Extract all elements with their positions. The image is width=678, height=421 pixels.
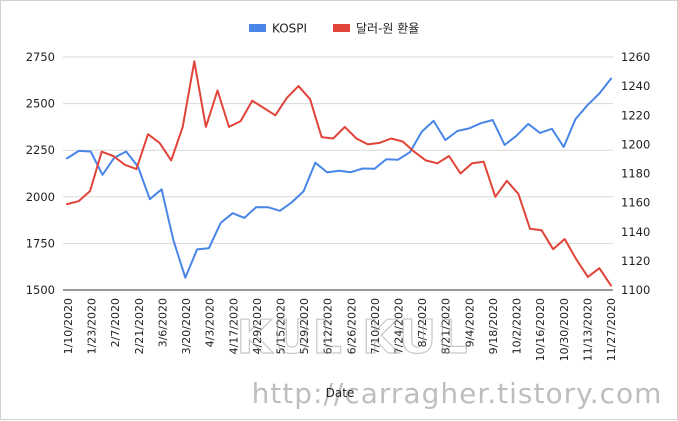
- right-tick-label: 1180: [621, 167, 650, 181]
- right-axis: 1100 1120 1140 1160 1180 1200 1220 1240 1260: [621, 50, 650, 297]
- x-tick-label: 10/30/2020: [558, 298, 571, 361]
- legend-label-kospi: KOSPI: [272, 22, 307, 36]
- legend-swatch-usdkrw: [333, 24, 350, 32]
- watermark-text: KUL KUL: [236, 310, 469, 364]
- left-tick-label: 2500: [26, 97, 55, 111]
- x-tick-label: 2/7/2020: [109, 298, 122, 347]
- legend-swatch-kospi: [249, 24, 266, 32]
- left-tick-label: 2250: [26, 143, 55, 157]
- left-tick-label: 2000: [26, 190, 55, 204]
- x-tick-label: 8/7/2020: [416, 298, 429, 347]
- x-tick-label: 10/2/2020: [511, 298, 524, 354]
- x-tick-label: 6/26/2020: [345, 298, 358, 354]
- x-tick-label: 3/6/2020: [156, 298, 169, 347]
- series-line-kospi: [66, 77, 612, 279]
- x-tick-label: 7/10/2020: [369, 298, 382, 354]
- left-axis: 1500 1750 2000 2250 2500 2750: [26, 50, 55, 297]
- series-lines: [66, 60, 612, 287]
- x-tick-label: 7/24/2020: [393, 298, 406, 354]
- x-tick-label: 11/13/2020: [581, 298, 594, 361]
- x-tick-label: 5/29/2020: [298, 298, 311, 354]
- x-tick-label: 8/21/2020: [440, 298, 453, 354]
- x-tick-label: 11/27/2020: [605, 298, 618, 361]
- series-line-usdkrw: [66, 60, 612, 287]
- right-tick-label: 1220: [621, 108, 650, 122]
- watermark: KUL KUL http://carragher.tistory.com: [236, 309, 663, 410]
- legend: KOSPI 달러-원 환율: [249, 22, 419, 36]
- x-tick-label: 2/21/2020: [133, 298, 146, 354]
- x-tick-label: 5/15/2020: [274, 298, 287, 354]
- right-tick-label: 1140: [621, 225, 650, 239]
- x-tick-label: 9/4/2020: [463, 298, 476, 347]
- x-axis: 1/10/2020 1/23/2020 2/7/2020 2/21/2020 3/6/2…: [62, 298, 618, 361]
- x-tick-label: 1/23/2020: [86, 298, 99, 354]
- x-tick-label: 9/18/2020: [487, 298, 500, 354]
- right-tick-label: 1100: [621, 283, 650, 297]
- x-tick-label: 1/10/2020: [62, 298, 75, 354]
- right-tick-label: 1260: [621, 50, 650, 64]
- gridlines: [63, 56, 613, 291]
- left-tick-label: 1500: [26, 283, 55, 297]
- right-tick-label: 1200: [621, 137, 650, 151]
- right-tick-label: 1240: [621, 79, 650, 93]
- x-tick-label: 10/16/2020: [534, 298, 547, 361]
- x-tick-label: 6/12/2020: [322, 298, 335, 354]
- watermark-url: http://carragher.tistory.com: [252, 377, 663, 410]
- left-tick-label: 2750: [26, 50, 55, 64]
- x-tick-label: 4/17/2020: [227, 298, 240, 354]
- x-tick-label: 3/20/2020: [180, 298, 193, 354]
- x-tick-label: 4/3/2020: [204, 298, 217, 347]
- x-tick-label: 4/29/2020: [251, 298, 264, 354]
- right-tick-label: 1120: [621, 254, 650, 268]
- left-tick-label: 1750: [26, 236, 55, 250]
- x-axis-title: Date: [326, 386, 355, 400]
- right-tick-label: 1160: [621, 196, 650, 210]
- legend-label-usdkrw: 달러-원 환율: [356, 22, 419, 36]
